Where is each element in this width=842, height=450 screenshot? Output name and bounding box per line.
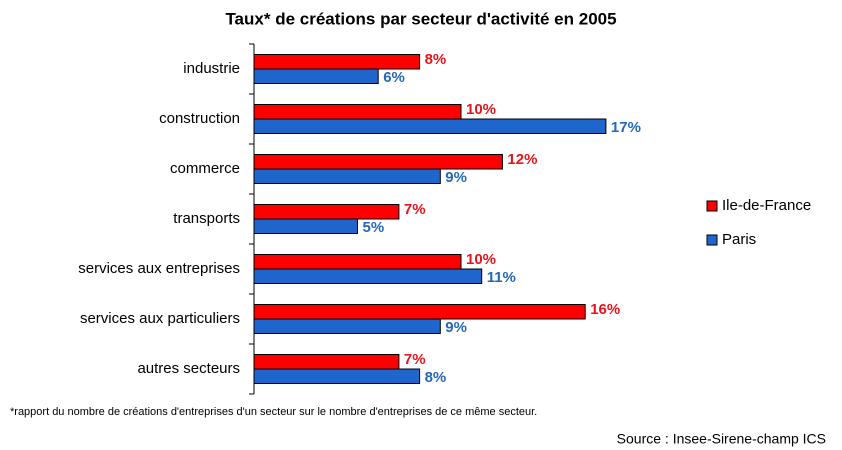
value-label: 5% bbox=[363, 219, 385, 236]
chart-title: Taux* de créations par secteur d'activit… bbox=[225, 9, 616, 28]
value-label: 10% bbox=[466, 101, 496, 118]
bar bbox=[253, 68, 379, 84]
legend-label: Paris bbox=[722, 231, 756, 248]
value-label: 7% bbox=[404, 351, 426, 368]
value-label: 16% bbox=[590, 301, 620, 318]
category-label: industrie bbox=[183, 60, 240, 77]
category-label: autres secteurs bbox=[137, 360, 240, 377]
category-label: services aux entreprises bbox=[78, 260, 240, 277]
bar bbox=[253, 254, 462, 270]
category-label: construction bbox=[159, 110, 240, 127]
bar bbox=[253, 304, 586, 320]
value-label: 8% bbox=[425, 51, 447, 68]
bar bbox=[253, 104, 462, 120]
value-label: 9% bbox=[445, 169, 467, 186]
bar bbox=[253, 118, 607, 134]
source: Source : Insee-Sirene-champ ICS bbox=[617, 431, 826, 447]
value-label: 8% bbox=[425, 369, 447, 386]
value-label: 9% bbox=[445, 319, 467, 336]
value-label: 12% bbox=[507, 151, 537, 168]
legend-label: Ile-de-France bbox=[722, 197, 811, 214]
bar bbox=[253, 268, 483, 284]
footnote: *rapport du nombre de créations d'entrep… bbox=[10, 406, 537, 418]
category-label: services aux particuliers bbox=[80, 310, 240, 327]
value-label: 7% bbox=[404, 201, 426, 218]
legend-swatch bbox=[706, 234, 718, 246]
bar bbox=[253, 168, 441, 184]
value-label: 17% bbox=[611, 119, 641, 136]
bar bbox=[253, 368, 421, 384]
value-label: 6% bbox=[383, 69, 405, 86]
bar bbox=[253, 218, 358, 234]
bar bbox=[253, 154, 503, 170]
value-label: 10% bbox=[466, 251, 496, 268]
category-label: commerce bbox=[170, 160, 240, 177]
bar bbox=[253, 354, 400, 370]
category-label: transports bbox=[173, 210, 240, 227]
legend-swatch bbox=[706, 200, 718, 212]
bar bbox=[253, 318, 441, 334]
value-label: 11% bbox=[487, 269, 516, 286]
bar bbox=[253, 204, 400, 220]
bar bbox=[253, 54, 421, 70]
